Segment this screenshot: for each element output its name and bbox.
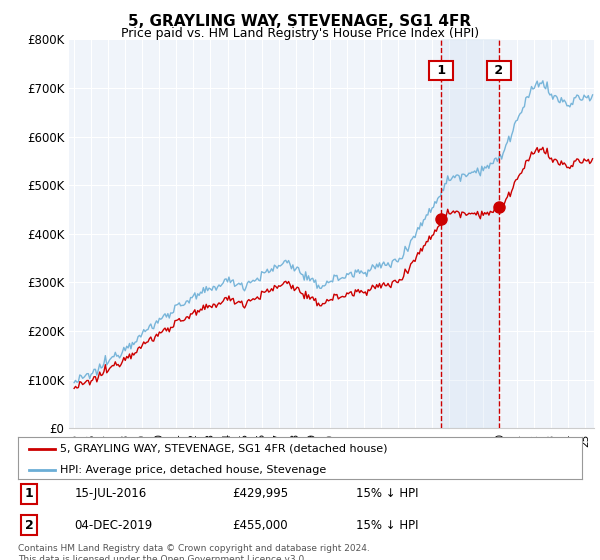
Text: 04-DEC-2019: 04-DEC-2019	[74, 519, 152, 532]
Text: HPI: Average price, detached house, Stevenage: HPI: Average price, detached house, Stev…	[60, 465, 326, 474]
Text: 5, GRAYLING WAY, STEVENAGE, SG1 4FR: 5, GRAYLING WAY, STEVENAGE, SG1 4FR	[128, 14, 472, 29]
Text: 15-JUL-2016: 15-JUL-2016	[74, 487, 146, 501]
Text: 1: 1	[433, 64, 450, 77]
Text: 1: 1	[25, 487, 34, 501]
Text: Contains HM Land Registry data © Crown copyright and database right 2024.
This d: Contains HM Land Registry data © Crown c…	[18, 544, 370, 560]
Bar	[441, 39, 499, 428]
Text: 15% ↓ HPI: 15% ↓ HPI	[356, 519, 419, 532]
Text: 5, GRAYLING WAY, STEVENAGE, SG1 4FR (detached house): 5, GRAYLING WAY, STEVENAGE, SG1 4FR (det…	[60, 444, 388, 454]
Text: £455,000: £455,000	[232, 519, 288, 532]
Text: £429,995: £429,995	[232, 487, 289, 501]
Text: 2: 2	[25, 519, 34, 532]
Text: 15% ↓ HPI: 15% ↓ HPI	[356, 487, 419, 501]
Text: 2: 2	[490, 64, 508, 77]
Text: Price paid vs. HM Land Registry's House Price Index (HPI): Price paid vs. HM Land Registry's House …	[121, 27, 479, 40]
